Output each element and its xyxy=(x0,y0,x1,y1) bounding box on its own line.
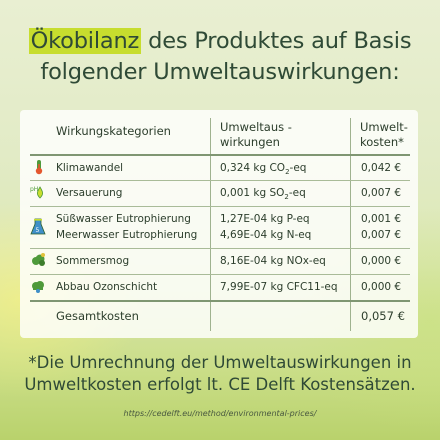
cost-value: 0,042 € xyxy=(361,162,402,174)
impact-value: 0,324 kg CO2-eq xyxy=(220,162,307,177)
impact-table: Wirkungskategorien Umweltaus - wirkungen… xyxy=(20,110,418,338)
category-label: Süßwasser Eutrophierung xyxy=(56,213,191,225)
source-url: https://cedelft.eu/method/environmental-… xyxy=(123,409,317,418)
header-cost: Umwelt- kosten* xyxy=(360,120,408,149)
svg-text:5: 5 xyxy=(36,227,40,234)
total-divider xyxy=(30,300,410,302)
row-divider xyxy=(30,206,410,207)
smog-cloud-icon xyxy=(30,252,45,266)
cost-value: 0,000 € xyxy=(361,281,402,293)
title-line2: folgender Umweltauswirkungen: xyxy=(40,59,400,85)
ozone-cloud-icon xyxy=(30,278,44,293)
impact-value: 7,99E-07 kg CFC11-eq xyxy=(220,281,338,293)
row-divider xyxy=(30,248,410,249)
category-label: Abbau Ozonschicht xyxy=(56,281,158,293)
category-label: Meerwasser Eutrophierung xyxy=(56,229,198,241)
title-line1-rest: des Produktes auf Basis xyxy=(141,28,412,54)
cost-value: 0,000 € xyxy=(361,255,402,267)
total-label: Gesamtkosten xyxy=(56,309,139,323)
row-divider xyxy=(30,180,410,181)
cost-value: 0,007 € xyxy=(361,187,402,199)
header-impact: Umweltaus - wirkungen xyxy=(220,120,292,149)
row-divider xyxy=(30,274,410,275)
total-cost: 0,057 € xyxy=(361,309,405,323)
footnote: *Die Umrechnung der Umweltauswirkungen i… xyxy=(24,353,416,394)
svg-text:pH: pH xyxy=(30,186,38,193)
category-label: Versauerung xyxy=(56,187,123,199)
title-highlight: Ökobilanz xyxy=(28,28,142,54)
page-title: Ökobilanz des Produktes auf Basis folgen… xyxy=(0,26,440,88)
thermometer-icon xyxy=(32,159,46,175)
ph-drop-icon: pH xyxy=(30,184,44,199)
header-category: Wirkungskategorien xyxy=(56,124,171,138)
column-divider xyxy=(210,118,211,331)
category-label: Sommersmog xyxy=(56,255,130,267)
flask-icon: 5 xyxy=(30,218,46,235)
impact-value: 1,27E-04 kg P-eq xyxy=(220,213,310,225)
column-divider xyxy=(350,118,351,331)
impact-value: 4,69E-04 kg N-eq xyxy=(220,229,312,241)
cost-value: 0,001 € xyxy=(361,213,402,225)
header-divider xyxy=(30,154,410,156)
impact-value: 0,001 kg SO2-eq xyxy=(220,187,306,202)
impact-value: 8,16E-04 kg NOx-eq xyxy=(220,255,326,267)
cost-value: 0,007 € xyxy=(361,229,402,241)
category-label: Klimawandel xyxy=(56,162,124,174)
